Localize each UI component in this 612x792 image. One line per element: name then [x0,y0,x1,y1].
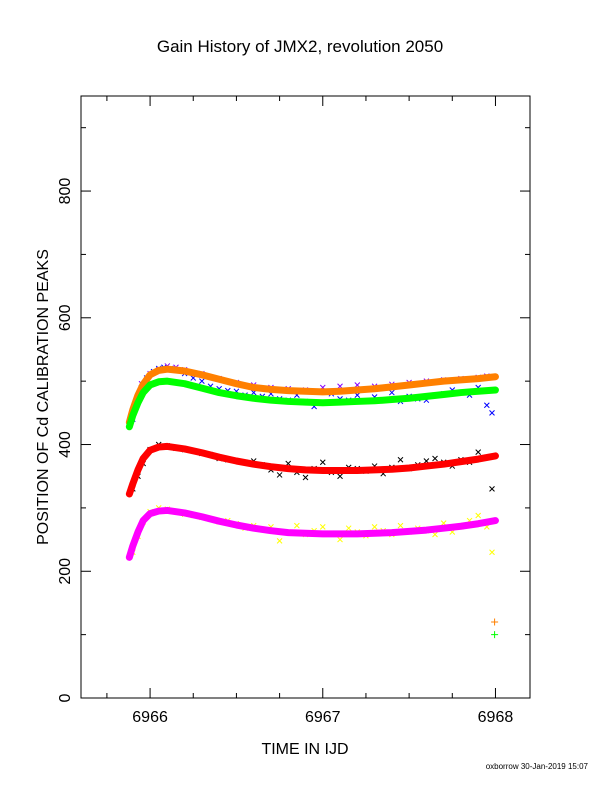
y-tick-label: 0 [57,693,74,702]
data-point-x [337,473,343,480]
x-axis-ticks: 6966 6967 6968 [106,96,514,726]
fit-curve [125,365,499,426]
data-point-x [319,459,326,466]
data-point-x [397,522,404,529]
y-tick-label: 600 [57,304,74,331]
data-point-x [483,402,490,409]
data-point-x [489,486,495,492]
data-point-plus [491,631,499,639]
data-point-x [371,524,378,530]
series-8-marker [491,618,499,626]
x-tick-label: 6967 [305,709,341,726]
x-tick-label: 6966 [132,709,168,726]
series-4-fit [125,365,499,426]
series-5-fit [125,377,499,431]
data-point-x [397,456,404,463]
y-tick-label: 200 [57,558,74,585]
data-point-x [475,449,482,455]
data-point-x [489,549,495,556]
data-point-x [432,455,438,462]
series-7-fit [125,506,499,561]
y-axis-label: POSITION OF Cd CALIBRATION PEAKS [35,249,52,545]
data-point-x [337,536,343,543]
fit-curve [125,377,499,431]
y-tick-label: 800 [57,178,74,205]
data-point-x [199,378,205,385]
footer-credit: oxborrow 30-Jan-2019 15:07 [486,762,589,771]
data-point-x [302,474,309,481]
x-tick-label: 6968 [478,709,514,726]
data-point-x [294,522,300,529]
data-point-x [432,531,438,538]
x-axis-label: TIME IN IJD [261,741,348,758]
data-point-x [319,524,326,530]
data-point-x [276,537,283,544]
data-point-x [276,472,283,478]
series-6-fit [125,442,499,498]
data-point-plus [491,618,499,626]
data-point-x [475,512,482,519]
data-point-x [489,409,495,416]
chart-title: Gain History of JMX2, revolution 2050 [157,37,443,56]
data-point-x [388,389,395,396]
data-point-x [345,525,352,532]
fit-curve [125,442,499,498]
y-axis-ticks: 0 200 400 600 800 [57,127,530,702]
series-layer [125,363,499,639]
y-tick-label: 400 [57,431,74,458]
series-9-marker [491,631,499,639]
plot-frame [80,95,531,699]
fit-curve [125,506,499,561]
